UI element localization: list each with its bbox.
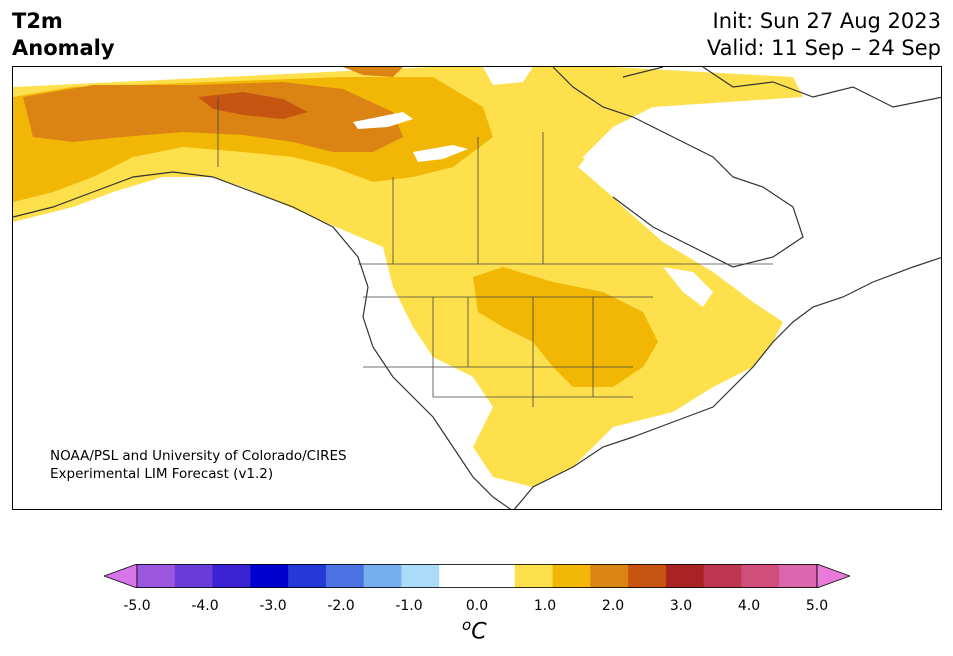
colorbar-tick-label: 5.0 xyxy=(805,598,829,614)
colorbar-tick-label: 1.0 xyxy=(533,598,557,614)
political-borders xyxy=(217,97,773,407)
colorbar-tick-label: 2.0 xyxy=(601,598,625,614)
lake-3 xyxy=(663,267,713,307)
map-title: T2m Anomaly xyxy=(12,8,115,62)
colorbar-arrow-right xyxy=(816,564,850,588)
colorbar-tick-label: -3.0 xyxy=(259,598,287,614)
colorbar-segment xyxy=(779,564,818,588)
colorbar-segment xyxy=(288,564,327,588)
colorbar-tick-label: -5.0 xyxy=(123,598,151,614)
colorbar-segment xyxy=(174,564,214,588)
anomaly-region-dark-2 xyxy=(343,67,403,77)
map-svg xyxy=(13,67,941,509)
colorbar-segment xyxy=(401,564,440,588)
credit-line-2: Experimental LIM Forecast (v1.2) xyxy=(50,466,274,482)
colorbar-segment xyxy=(628,564,667,588)
colorbar-segment xyxy=(325,564,365,588)
anomaly-hole-1 xyxy=(578,107,793,277)
date-block: Init: Sun 27 Aug 2023 Valid: 11 Sep – 24… xyxy=(707,8,941,62)
colorbar-segment xyxy=(590,564,629,588)
coastlines xyxy=(13,67,941,509)
lake-2 xyxy=(413,145,468,162)
colorbar-tick-label: 0.0 xyxy=(465,598,489,614)
colorbar-segment xyxy=(212,564,251,588)
title-line-1: T2m xyxy=(12,9,63,33)
title-line-2: Anomaly xyxy=(12,36,115,60)
colorbar-tick-label: -2.0 xyxy=(327,598,355,614)
colorbar-unit: oC xyxy=(462,616,487,644)
anomaly-region-dark xyxy=(23,82,403,152)
unit-letter: C xyxy=(471,619,487,645)
credit-line-1: NOAA/PSL and University of Colorado/CIRE… xyxy=(50,448,347,464)
colorbar-segment xyxy=(741,564,780,588)
colorbar-tick-label: -4.0 xyxy=(191,598,219,614)
anomaly-map: NOAA/PSL and University of Colorado/CIRE… xyxy=(12,66,942,510)
colorbar-segment xyxy=(552,564,591,588)
colorbar xyxy=(104,564,850,588)
colorbar-segment xyxy=(137,564,176,588)
colorbar-border xyxy=(136,564,818,588)
credit-text: NOAA/PSL and University of Colorado/CIRE… xyxy=(50,447,347,483)
colorbar-arrow-left xyxy=(104,564,138,588)
lake-1 xyxy=(353,112,413,129)
colorbar-segment xyxy=(439,564,478,588)
colorbar-tick-label: 4.0 xyxy=(737,598,761,614)
unit-degree: o xyxy=(462,616,472,634)
colorbar-segment xyxy=(363,564,402,588)
colorbar-segment xyxy=(250,564,289,588)
valid-dates: Valid: 11 Sep – 24 Sep xyxy=(706,36,941,60)
colorbar-tick-label: 3.0 xyxy=(669,598,693,614)
colorbar-segment xyxy=(477,564,516,588)
colorbar-segment xyxy=(665,564,705,588)
anomaly-hole-2 xyxy=(483,67,533,85)
anomaly-region-max xyxy=(198,92,308,119)
init-date: Init: Sun 27 Aug 2023 xyxy=(712,9,941,33)
colorbar-tick-label: -1.0 xyxy=(395,598,423,614)
colorbar-segment xyxy=(703,564,742,588)
colorbar-segment xyxy=(514,564,554,588)
